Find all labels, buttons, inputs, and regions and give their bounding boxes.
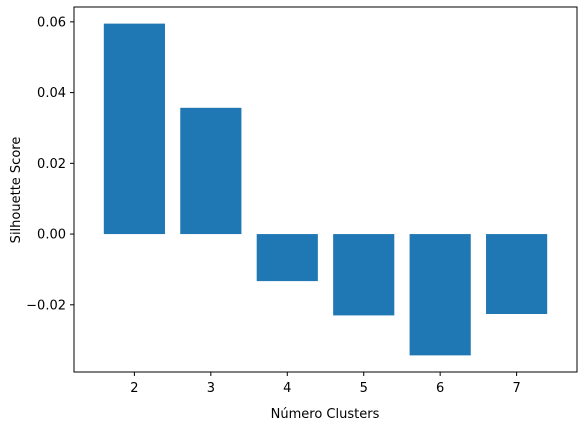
bar-5	[333, 234, 395, 316]
y-tick-label: 0.02	[37, 157, 66, 172]
bars-group	[103, 23, 548, 356]
x-tick-label-6: 6	[436, 381, 444, 396]
bar-4	[256, 234, 318, 282]
x-axis-label: Número Clusters	[271, 407, 380, 422]
y-tick-label: 0.00	[37, 228, 66, 243]
bar-2	[103, 23, 165, 235]
y-axis-label: Silhouette Score	[9, 137, 24, 244]
x-tick-label-3: 3	[207, 381, 215, 396]
y-tick-label: 0.06	[37, 15, 66, 30]
y-tick-label: −0.02	[26, 298, 66, 313]
x-tick-label-4: 4	[283, 381, 291, 396]
x-tick-label-7: 7	[512, 381, 520, 396]
bar-3	[180, 107, 242, 235]
y-tick-label: 0.04	[37, 86, 66, 101]
bar-7	[486, 234, 548, 314]
bar-6	[409, 234, 471, 356]
y-axis: 0.06 0.04 0.02 0.00 −0.02	[26, 15, 74, 313]
plot-frame	[73, 6, 578, 373]
x-tick-label-2: 2	[130, 381, 138, 396]
x-tick-label-5: 5	[360, 381, 368, 396]
x-axis: 2 3 4 5 6 7	[130, 372, 521, 396]
